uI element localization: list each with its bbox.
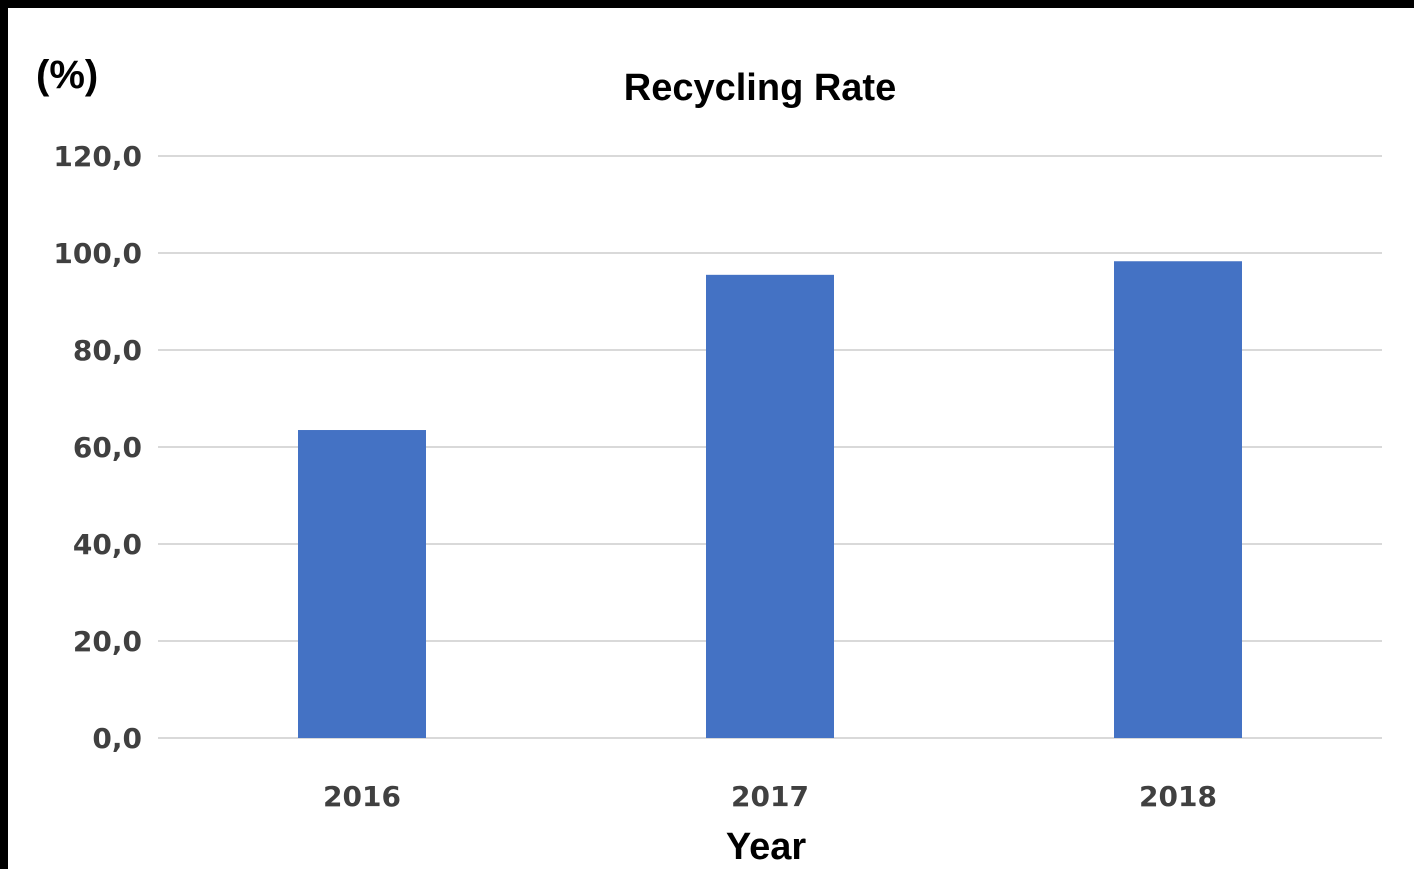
x-tick-label: 2018 [1139, 780, 1217, 813]
bar-2016 [298, 430, 426, 738]
bar-2018 [1114, 261, 1242, 738]
bars [298, 261, 1242, 738]
bar-2017 [706, 274, 834, 738]
y-tick-label: 20,0 [73, 625, 142, 658]
y-axis-unit-label: (%) [36, 53, 98, 97]
chart-frame: (%) Recycling Rate 0,0 20,0 40,0 60,0 80,0 10… [8, 8, 1414, 869]
chart-title: Recycling Rate [624, 67, 896, 109]
x-tick-labels: 2016 2017 2018 [323, 780, 1217, 813]
y-tick-label: 60,0 [73, 431, 142, 464]
x-axis-title: Year [726, 826, 807, 868]
y-tick-label: 40,0 [73, 528, 142, 561]
y-tick-label: 100,0 [53, 237, 142, 270]
y-tick-label: 0,0 [92, 722, 142, 755]
y-tick-labels: 0,0 20,0 40,0 60,0 80,0 100,0 120,0 [53, 140, 142, 755]
x-tick-label: 2016 [323, 780, 401, 813]
y-tick-label: 120,0 [53, 140, 142, 173]
y-tick-label: 80,0 [73, 334, 142, 367]
x-tick-label: 2017 [731, 780, 809, 813]
bar-chart: (%) Recycling Rate 0,0 20,0 40,0 60,0 80,0 10… [36, 53, 1382, 868]
